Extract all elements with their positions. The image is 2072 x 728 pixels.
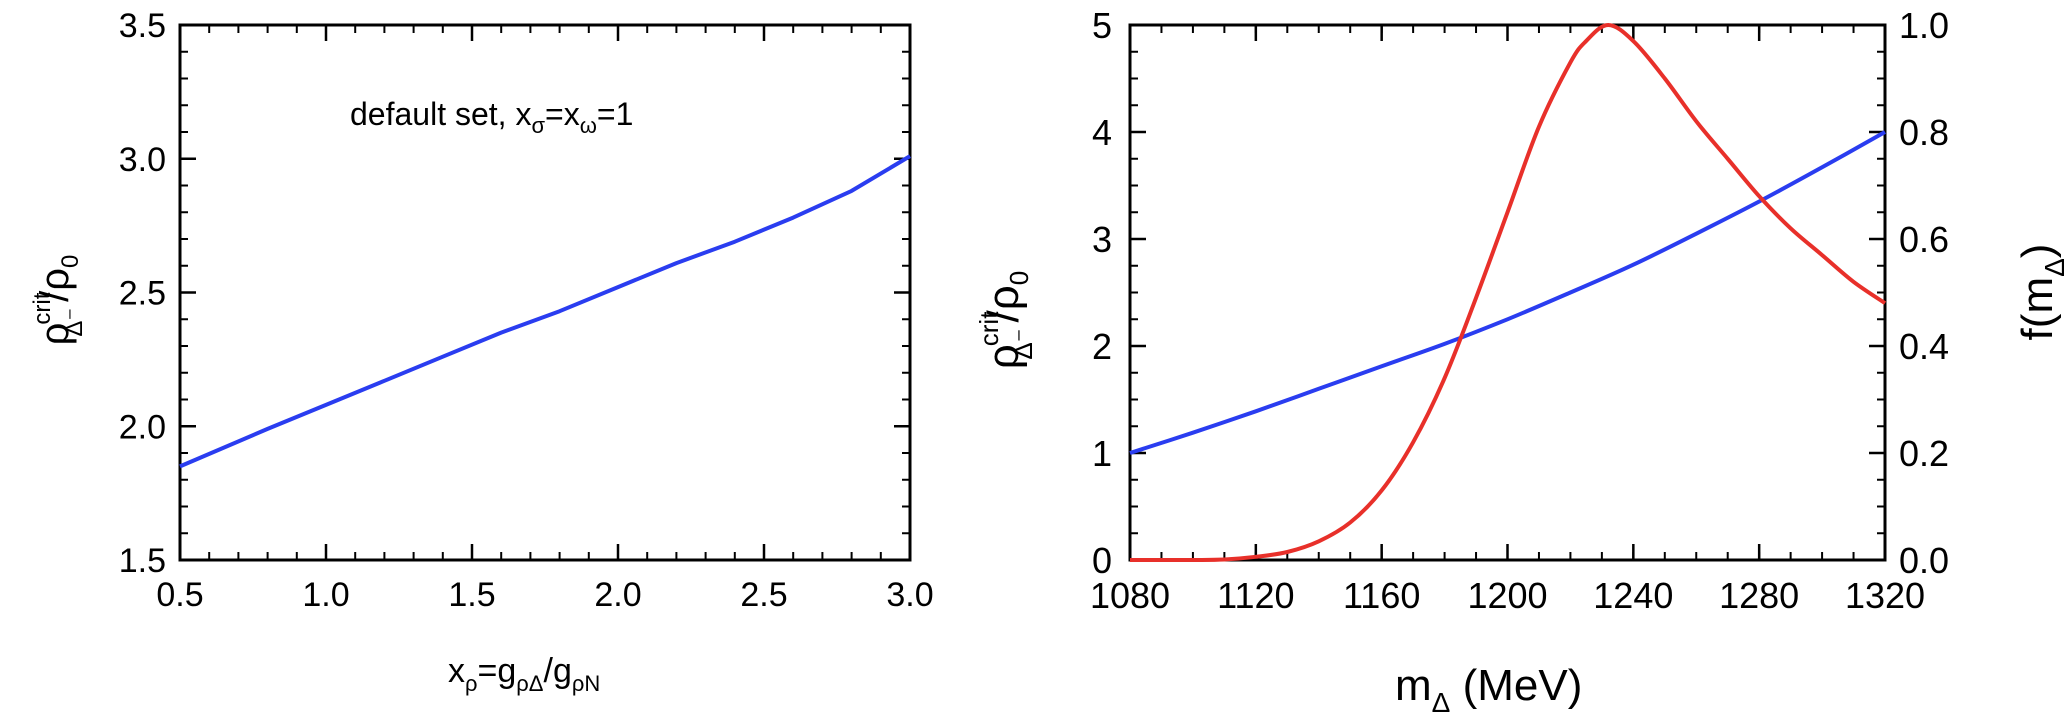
series-line-blue [1129, 130, 1886, 455]
left-panel: 0.5 1.0 1.5 2.0 2.5 3.0 1.5 2.0 2.5 3.0 3.5 defau… [29, 7, 934, 696]
annotation-mid: =x [545, 96, 580, 132]
annotation-tail: =1 [597, 96, 633, 132]
y2-tick-label: 0.0 [1899, 540, 1949, 581]
annotation-part1: default set, x [350, 96, 531, 132]
x-tick-label: 1120 [1217, 575, 1294, 616]
x-tick-label: 2.5 [740, 576, 787, 614]
left-y-axis-label: ρcrit Δ⁻/ρ0 [29, 255, 88, 346]
right-y-tick-labels: 0 1 2 3 4 5 [1092, 5, 1112, 581]
y-tick-label: 3 [1092, 219, 1112, 260]
x-tick-label: 0.5 [156, 576, 203, 614]
right-x-axis-label: mΔ (MeV) [1395, 661, 1582, 718]
y-tick-label: 1 [1092, 433, 1112, 474]
annotation-sub-sigma: σ [531, 113, 545, 138]
y2-tick-label: 0.4 [1899, 326, 1949, 367]
right-x-tick-labels: 1080 1120 1160 1200 1240 1280 1320 [1090, 575, 1925, 616]
right-y-axis-label: ρcrit Δ⁻/ρ0 [974, 271, 1038, 370]
x-tick-label: 2.0 [594, 576, 641, 614]
x-tick-label: 1240 [1593, 575, 1673, 616]
y2-tick-label: 0.2 [1899, 433, 1949, 474]
y2-tick-label: 0.8 [1899, 112, 1949, 153]
x-tick-label: 1080 [1090, 575, 1170, 616]
x-tick-label: 1200 [1467, 575, 1547, 616]
y-tick-label: 1.5 [119, 542, 166, 580]
x-tick-label: 3.0 [886, 576, 933, 614]
right-y2-tick-labels: 0.0 0.2 0.4 0.6 0.8 1.0 [1899, 5, 1949, 581]
x-tick-label: 1.5 [448, 576, 495, 614]
series-line-blue [179, 154, 912, 469]
y2-tick-label: 0.6 [1899, 219, 1949, 260]
y-tick-label: 3.0 [119, 141, 166, 179]
x-tick-label: 1.0 [302, 576, 349, 614]
left-x-tick-labels: 0.5 1.0 1.5 2.0 2.5 3.0 [156, 576, 933, 614]
y-tick-label: 2.0 [119, 408, 166, 446]
left-ticks [178, 23, 912, 562]
y-tick-label: 0 [1092, 540, 1112, 581]
left-annotation: default set, xσ=xω=1 [350, 96, 633, 138]
x-tick-label: 1160 [1343, 575, 1420, 616]
right-series [1129, 23, 1887, 563]
y-tick-label: 5 [1092, 5, 1112, 46]
series-line-red [1129, 23, 1887, 563]
y-tick-label: 4 [1092, 112, 1112, 153]
y-tick-label: 3.5 [119, 7, 166, 45]
right-ticks [1128, 23, 1887, 562]
x-tick-label: 1280 [1719, 575, 1799, 616]
right-plot-frame [1128, 23, 1887, 562]
annotation-sub-omega: ω [580, 113, 597, 138]
left-y-tick-labels: 1.5 2.0 2.5 3.0 3.5 [119, 7, 166, 580]
y-tick-label: 2.5 [119, 275, 166, 313]
y-tick-label: 2 [1092, 326, 1112, 367]
right-y2-axis-label: f(mΔ) [2013, 244, 2070, 341]
left-series [179, 154, 912, 469]
left-x-axis-label: xρ=gρΔ/gρN [448, 652, 600, 696]
y2-tick-label: 1.0 [1899, 5, 1949, 46]
x-tick-label: 1320 [1845, 575, 1925, 616]
